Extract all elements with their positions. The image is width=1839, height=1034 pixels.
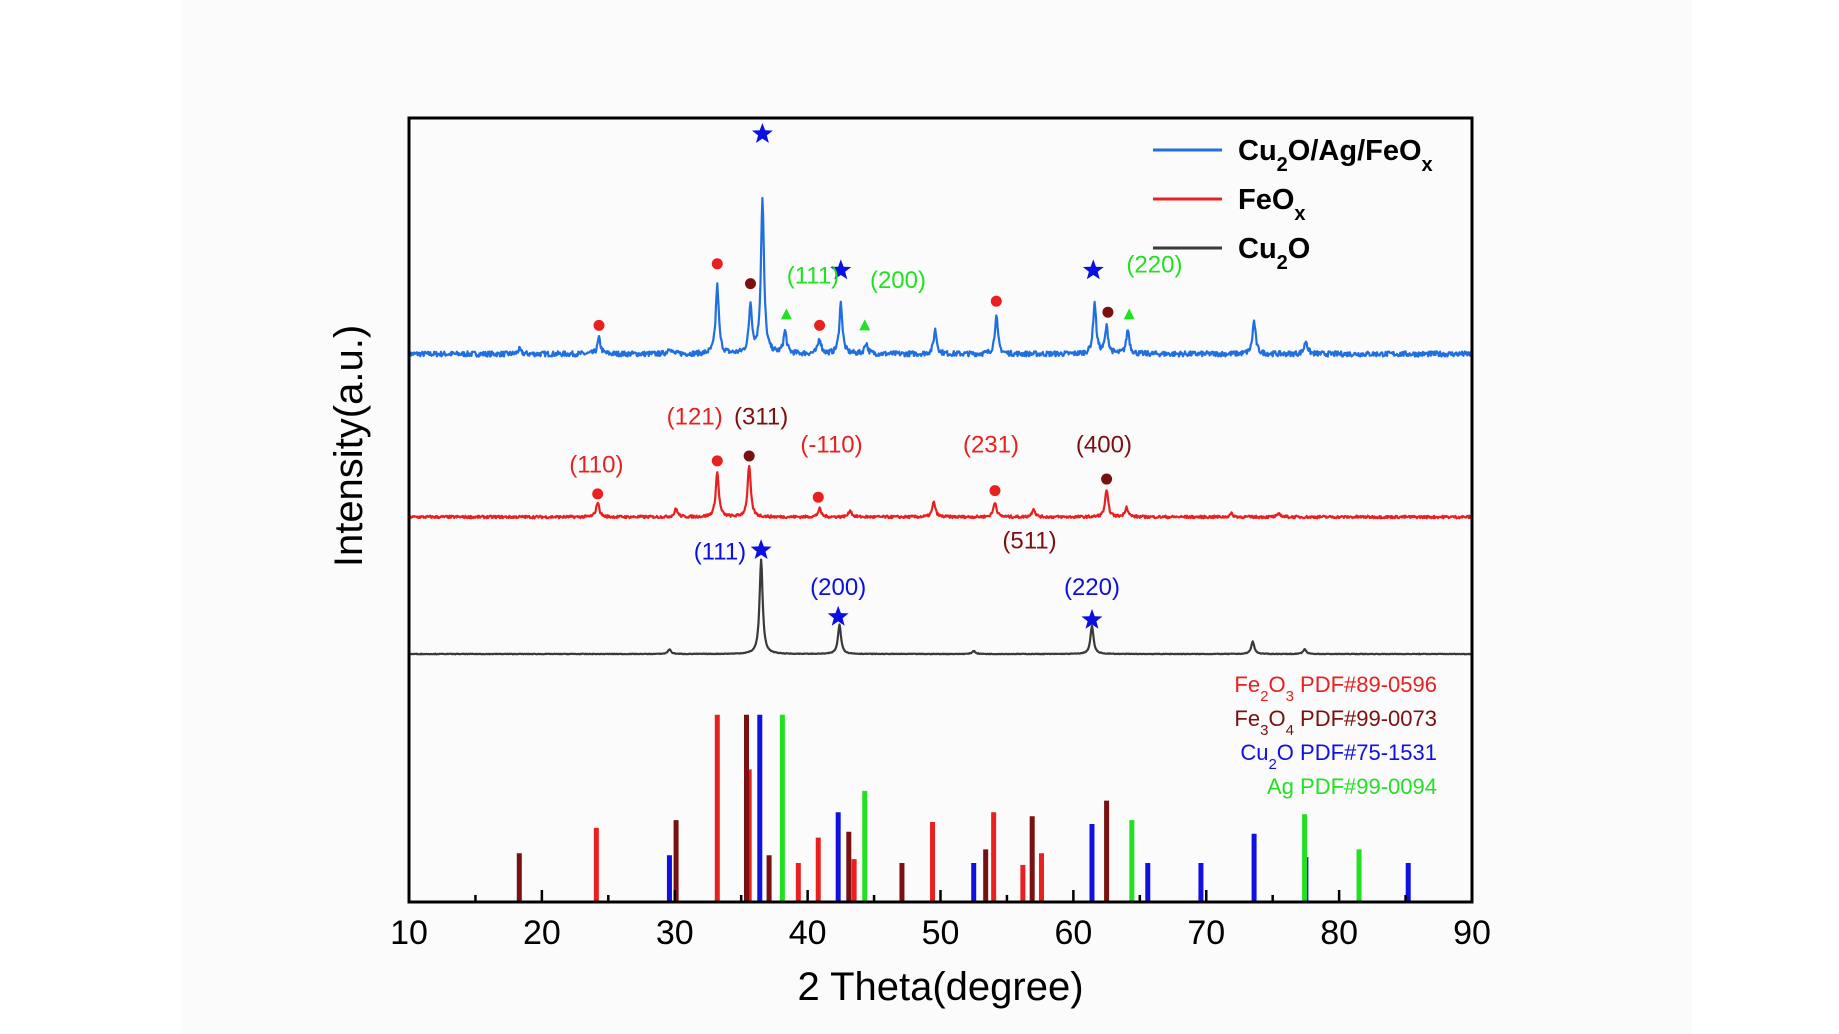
hkl-labels: (111) (200) (220) (110) (121) (311) (-110) (231… [569, 252, 1182, 601]
marker-dot-13 [711, 455, 723, 467]
marker-dot-17 [1101, 473, 1113, 485]
x-tick-label-0: 10 [390, 914, 428, 952]
marker-star-1 [830, 259, 852, 280]
x-tick-label-2: 30 [656, 914, 694, 952]
marker-dot-7 [990, 295, 1002, 307]
ref-legend-3: Ag PDF#99-0094 [1267, 774, 1437, 799]
x-tick-label-7: 80 [1320, 914, 1358, 952]
x-tick-label-4: 50 [922, 914, 960, 952]
pattern-line-0 [407, 196, 1474, 358]
hkl-label-9: (511) [1002, 527, 1056, 554]
hkl-label-10: (111) [694, 538, 746, 565]
x-tick-label-1: 20 [523, 914, 561, 952]
marker-star-20 [1081, 608, 1103, 629]
marker-dot-3 [593, 319, 605, 331]
hkl-label-5: (311) [734, 404, 788, 431]
hkl-label-1: (200) [870, 267, 926, 294]
marker-dot-15 [812, 491, 824, 503]
x-tick-label-5: 60 [1054, 914, 1092, 952]
marker-dot-8 [1102, 306, 1114, 318]
x-tick-label-8: 90 [1453, 914, 1491, 952]
reference-lines [516, 714, 1411, 902]
marker-star-2 [1082, 259, 1104, 280]
marker-triangle-11 [1123, 308, 1135, 320]
hkl-label-11: (200) [810, 574, 866, 601]
hkl-label-7: (231) [963, 432, 1019, 459]
x-tick-label-6: 70 [1187, 914, 1225, 952]
hkl-label-8: (400) [1076, 432, 1132, 459]
marker-dot-16 [989, 485, 1001, 497]
hkl-label-3: (110) [569, 451, 623, 478]
pattern-line-1 [408, 464, 1473, 520]
hkl-label-0: (111) [787, 263, 839, 290]
hkl-label-2: (220) [1126, 252, 1182, 279]
legend-label-2: Cu2O [1238, 233, 1310, 274]
marker-star-18 [750, 539, 772, 559]
x-tick-label-3: 40 [789, 914, 827, 952]
peak-markers [592, 123, 1135, 629]
marker-dot-5 [744, 278, 756, 290]
marker-triangle-10 [859, 319, 871, 331]
pattern-line-2 [408, 558, 1473, 656]
hkl-label-4: (121) [667, 404, 723, 431]
marker-dot-14 [743, 450, 755, 462]
diffraction-patterns [407, 196, 1474, 656]
x-axis-label: 2 Theta(degree) [797, 965, 1083, 1009]
ref-legend-0: Fe2O3 PDF#89-0596 [1234, 672, 1437, 705]
hkl-label-12: (220) [1064, 574, 1120, 601]
marker-dot-4 [711, 258, 723, 270]
marker-dot-12 [592, 488, 604, 500]
x-axis: 10 20 30 40 50 60 70 80 90 [390, 890, 1491, 952]
legend: Cu2O/Ag/FeOx FeOx Cu2O [1153, 135, 1433, 274]
y-axis-label: Intensity(a.u.) [327, 325, 371, 567]
marker-triangle-9 [780, 308, 792, 320]
marker-dot-6 [814, 319, 826, 331]
ref-legend-2: Cu2O PDF#75-1531 [1240, 740, 1437, 773]
legend-label-1: FeOx [1238, 184, 1306, 225]
ref-legend-1: Fe3O4 PDF#99-0073 [1234, 706, 1437, 739]
marker-star-19 [827, 605, 849, 626]
legend-label-0: Cu2O/Ag/FeOx [1238, 135, 1433, 176]
marker-star-0 [752, 123, 773, 143]
hkl-label-6: (-110) [800, 432, 862, 459]
